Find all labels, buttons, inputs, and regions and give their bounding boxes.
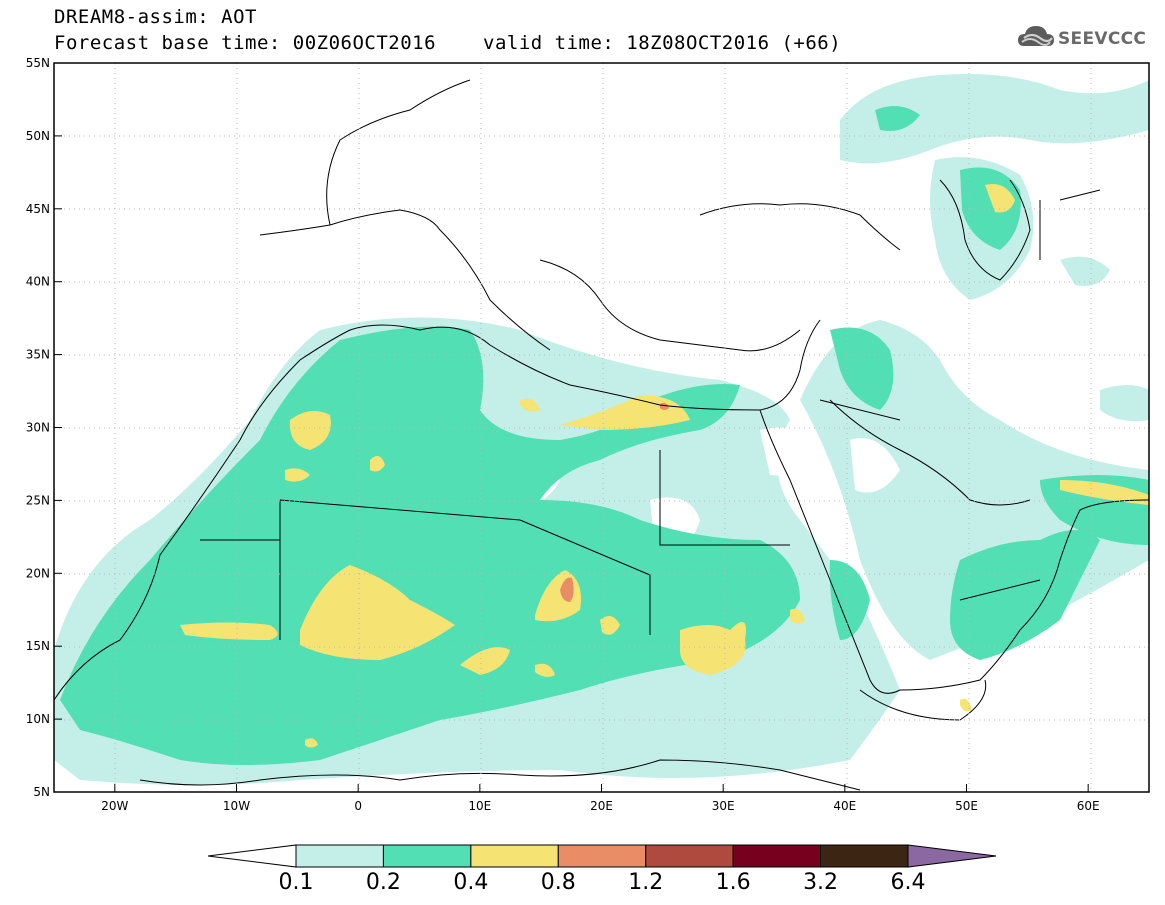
x-tick-label: 60E: [1077, 799, 1100, 813]
x-tick-label: 40E: [833, 799, 856, 813]
seevccc-logo: SEEVCCC: [1016, 22, 1156, 58]
colorbar-under-triangle: [207, 844, 297, 868]
colorbar-segment: [820, 844, 909, 868]
y-tick-label: 40N: [26, 275, 50, 289]
logo-text: SEEVCCC: [1058, 29, 1147, 49]
x-tick-label: 20W: [101, 799, 128, 813]
y-tick-label: 45N: [26, 202, 50, 216]
x-tick-label: 10E: [468, 799, 491, 813]
y-tick-label: 35N: [26, 348, 50, 362]
x-tick-label: 30E: [712, 799, 735, 813]
aot-field: [54, 74, 1149, 785]
colorbar-label: 0.1: [278, 870, 314, 895]
forecast-base-time: Forecast base time: 00Z06OCT2016: [54, 32, 437, 54]
x-axis: 20W 10W 0 10E 20E 30E 40E 50E 60E: [101, 784, 1100, 813]
y-tick-label: 30N: [26, 421, 50, 435]
colorbar-label: 3.2: [803, 870, 839, 895]
colorbar-label: 1.6: [715, 870, 751, 895]
y-tick-label: 5N: [33, 785, 50, 799]
y-tick-label: 15N: [26, 639, 50, 653]
y-tick-label: 50N: [26, 129, 50, 143]
valid-time: valid time: 18Z08OCT2016 (+66): [483, 32, 842, 54]
colorbar-label: 0.8: [540, 870, 576, 895]
map-title: DREAM8-assim: AOT: [54, 6, 257, 28]
colorbar-label: 0.4: [453, 870, 489, 895]
y-tick-label: 55N: [26, 56, 50, 70]
colorbar-segment: [382, 844, 472, 868]
colorbar-label: 0.2: [365, 870, 401, 895]
x-tick-label: 10W: [223, 799, 250, 813]
x-tick-label: 50E: [955, 799, 978, 813]
y-tick-label: 20N: [26, 566, 50, 580]
colorbar-label: 6.4: [890, 870, 926, 895]
x-tick-label: 0: [354, 799, 362, 813]
colorbar-segment: [645, 844, 734, 868]
aot-band-0.8-1.2: [560, 402, 669, 602]
colorbar-segment: [557, 844, 647, 868]
y-axis: 55N 50N 45N 40N 35N 30N 25N 20N 15N 10N 5N: [26, 56, 62, 799]
y-tick-label: 10N: [26, 712, 50, 726]
x-tick-label: 20E: [590, 799, 613, 813]
coastlines: [54, 79, 1149, 791]
y-tick-label: 25N: [26, 493, 50, 507]
cloud-icon: [1018, 26, 1054, 46]
aot-band-0.2-0.4: [60, 106, 1149, 765]
colorbar-label: 1.2: [628, 870, 664, 895]
colorbar: [207, 844, 997, 868]
colorbar-segment: [732, 844, 822, 868]
colorbar-segment: [295, 844, 384, 868]
colorbar-over-triangle: [907, 844, 997, 868]
colorbar-segment: [470, 844, 559, 868]
